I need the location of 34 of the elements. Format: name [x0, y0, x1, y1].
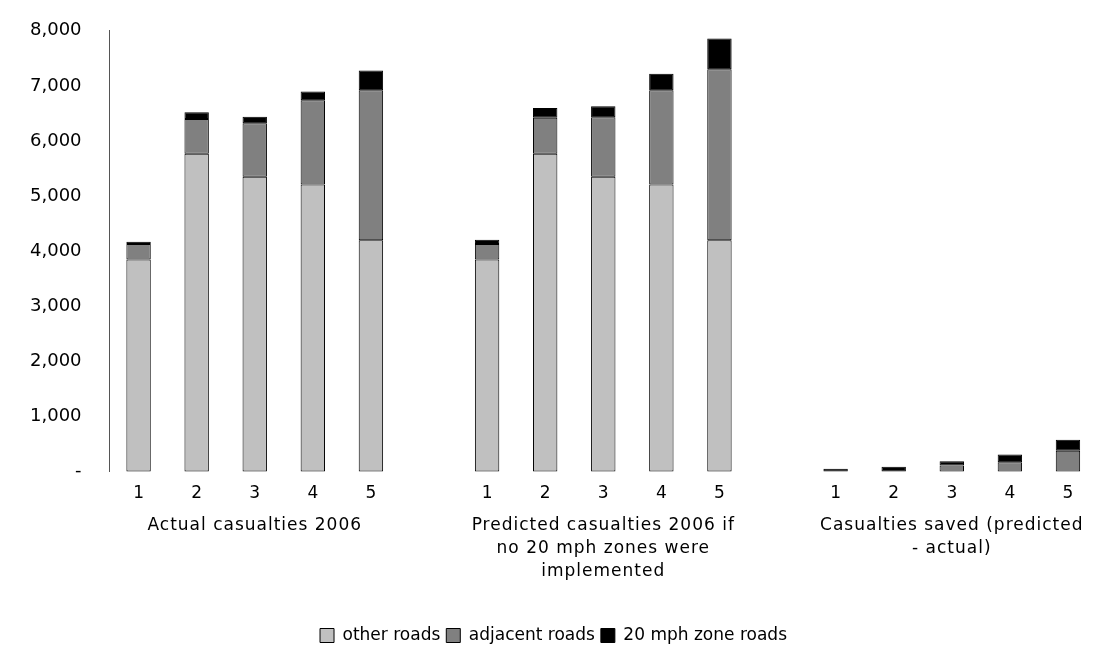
- legend-label: 20 mph zone roads: [623, 623, 788, 644]
- x-tick-label: 3: [597, 482, 609, 503]
- x-tick-label: 1: [830, 482, 842, 503]
- x-tick-label: 4: [1004, 482, 1016, 503]
- bar: [707, 38, 732, 70]
- text: Casualties saved (predicted - actual): [820, 513, 1084, 557]
- y-tick-label: 8,000: [30, 18, 82, 40]
- bar: [649, 73, 674, 91]
- x-tick-label: 2: [191, 482, 203, 503]
- text: Actual casualties 2006: [147, 513, 363, 534]
- text: Predicted casualties 2006 if no 20 mph zones were implemented: [471, 513, 735, 580]
- x-tick-label: 5: [365, 482, 377, 503]
- y-tick-label: 1,000: [30, 404, 82, 426]
- y-tick-label: 7,000: [30, 73, 82, 95]
- y-tick-label: 2,000: [30, 349, 82, 371]
- legend-label: adjacent roads: [468, 623, 596, 644]
- x-tick-label: 1: [481, 482, 493, 503]
- bar: [184, 112, 209, 119]
- y-tick-label: 3,000: [30, 293, 82, 315]
- y-tick-label: 5,000: [30, 183, 82, 205]
- x-tick-label: 1: [133, 482, 144, 503]
- x-tick-label: 3: [946, 482, 958, 503]
- x-tick-label: 4: [655, 482, 667, 503]
- y-tick-label: -: [75, 459, 82, 481]
- x-tick-label: 2: [888, 482, 900, 503]
- x-tick-label: 5: [714, 482, 725, 503]
- legend-label: other roads: [342, 623, 441, 644]
- x-tick-label: 3: [249, 482, 261, 503]
- bar: [881, 466, 906, 472]
- y-tick-label: 4,000: [30, 238, 82, 260]
- y-tick-label: 6,000: [30, 128, 82, 150]
- x-tick-label: 2: [539, 482, 551, 503]
- x-tick-label: 4: [307, 482, 319, 503]
- x-tick-label: 5: [1062, 482, 1074, 503]
